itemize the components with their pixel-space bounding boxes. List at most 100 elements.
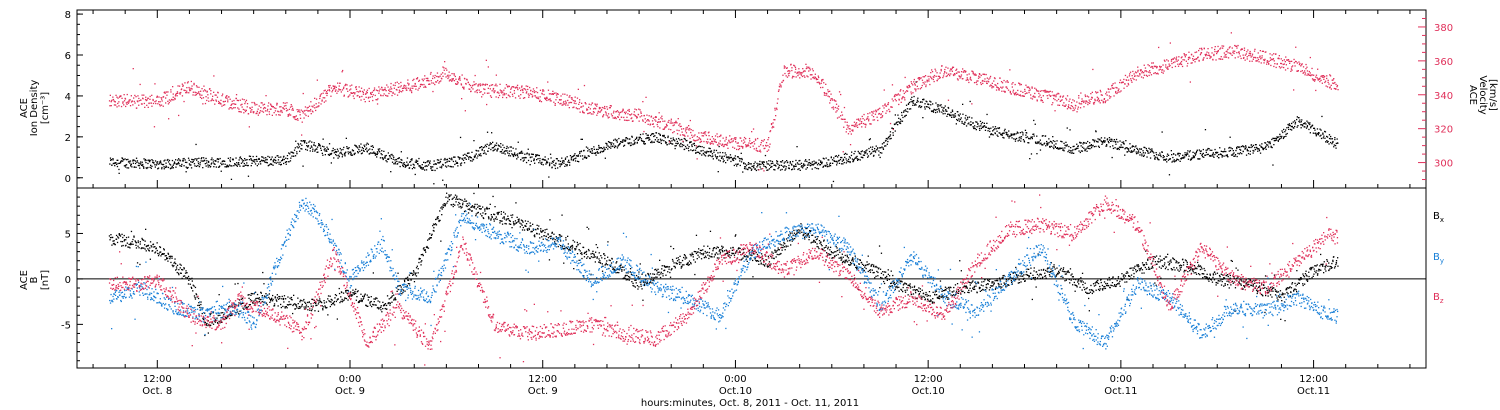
data-point (897, 124, 899, 126)
data-point (313, 142, 315, 144)
data-point (684, 138, 686, 140)
data-point (818, 82, 820, 84)
data-point (949, 114, 951, 117)
data-point (1195, 51, 1198, 53)
data-point (1204, 154, 1207, 156)
data-point (375, 89, 378, 91)
data-point (428, 80, 430, 82)
data-point (503, 92, 505, 95)
data-point (240, 104, 242, 106)
data-point (924, 108, 926, 110)
data-point (288, 152, 290, 154)
data-point (945, 75, 947, 78)
data-point (1286, 132, 1288, 135)
data-point (804, 164, 806, 166)
data-point (373, 89, 376, 91)
data-point (206, 160, 208, 162)
data-point (742, 171, 744, 173)
data-point (684, 135, 686, 137)
data-point (634, 138, 637, 140)
data-point (781, 168, 783, 171)
data-point (432, 169, 434, 171)
data-point (373, 87, 376, 89)
data-point (1065, 104, 1067, 106)
data-point (1008, 137, 1010, 139)
data-point (116, 96, 118, 98)
data-point (705, 134, 707, 137)
data-point (138, 162, 140, 164)
data-point (384, 155, 386, 157)
data-point (489, 95, 492, 97)
data-point (919, 88, 921, 90)
data-point (451, 73, 453, 75)
data-point (994, 77, 996, 80)
data-point (871, 111, 873, 113)
data-point (1062, 149, 1064, 151)
data-point (262, 108, 265, 110)
data-point (384, 157, 386, 159)
data-point (1154, 158, 1156, 160)
data-point (414, 161, 417, 163)
data-point (813, 163, 815, 165)
data-point (443, 69, 445, 71)
data-point (652, 123, 654, 125)
data-point (943, 107, 945, 109)
data-point (178, 158, 180, 160)
data-point (229, 159, 231, 161)
data-point (554, 104, 556, 106)
data-point (149, 159, 151, 162)
data-point (237, 107, 239, 109)
data-point (1140, 69, 1142, 71)
data-point (1122, 146, 1124, 149)
data-point (328, 89, 330, 91)
data-point (1090, 98, 1092, 100)
data-point (930, 101, 932, 103)
data-point (312, 150, 314, 152)
data-point (900, 89, 902, 91)
data-point (670, 142, 672, 144)
data-point (172, 167, 174, 169)
data-point (1214, 46, 1216, 48)
data-point (795, 76, 797, 78)
data-point (362, 149, 365, 152)
data-point (204, 90, 207, 92)
data-point (596, 151, 598, 153)
data-point (162, 163, 165, 166)
data-point (281, 110, 283, 112)
data-point (935, 111, 937, 114)
data-point (742, 147, 744, 149)
data-point (432, 90, 434, 93)
data-point (486, 92, 489, 94)
data-point (144, 106, 146, 108)
data-point (202, 97, 205, 99)
data-point (915, 104, 917, 106)
data-point (947, 67, 949, 69)
data-point (264, 107, 267, 109)
data-point (275, 162, 277, 164)
data-point (494, 148, 496, 150)
data-point (146, 159, 148, 161)
data-point (551, 166, 553, 168)
data-point (388, 158, 390, 160)
data-point (987, 80, 989, 82)
data-point (392, 158, 394, 160)
data-point (1139, 154, 1141, 156)
data-point (1225, 154, 1227, 156)
data-point (233, 99, 235, 102)
data-point (998, 87, 1000, 90)
data-point (696, 158, 698, 160)
data-point (874, 150, 876, 152)
data-point (888, 136, 890, 138)
data-point (702, 135, 705, 137)
data-point (582, 105, 584, 107)
data-point (999, 77, 1001, 79)
data-point (281, 159, 284, 161)
data-point (994, 126, 997, 128)
data-point (283, 108, 285, 110)
data-point (1019, 94, 1021, 96)
data-point (528, 153, 530, 155)
data-point (764, 166, 767, 168)
data-point (903, 97, 906, 99)
data-point (118, 105, 120, 107)
data-point (623, 111, 626, 113)
